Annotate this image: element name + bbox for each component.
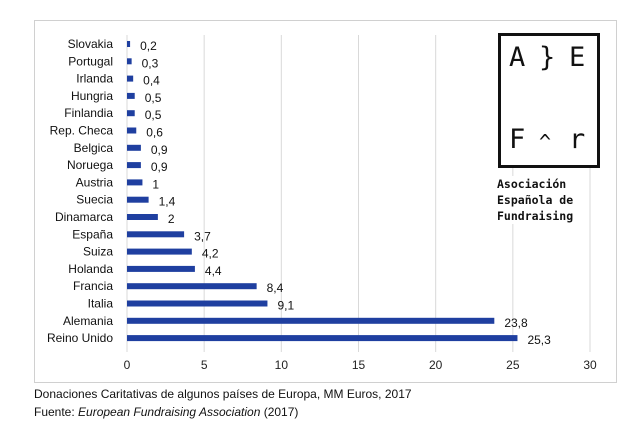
x-tick-label: 30 [583,358,597,372]
logo-text-line: Fundraising [497,209,574,223]
data-label: 4,2 [202,247,219,261]
data-label: 0,9 [151,160,168,174]
y-category-label: Finlandia [64,106,113,120]
bar [127,127,137,134]
bar [127,75,134,82]
y-category-label: Alemania [63,314,113,328]
bar [127,283,257,290]
data-label: 0,6 [146,126,163,140]
y-category-label: Holanda [68,262,113,276]
x-tick-label: 10 [275,358,289,372]
bar [127,300,268,307]
y-category-label: Slovakia [68,37,114,51]
y-category-label: Dinamarca [55,210,113,224]
y-category-label: Reino Unido [47,331,113,345]
data-label: 0,2 [140,39,157,53]
bar [127,335,518,342]
data-label: 4,4 [205,264,222,278]
bar [127,179,143,186]
data-label: 9,1 [277,299,294,313]
y-category-label: Francia [73,279,113,293]
y-category-label: Suiza [83,245,113,259]
data-label: 0,4 [143,74,160,88]
y-category-label: Belgica [74,141,114,155]
x-tick-label: 25 [506,358,520,372]
data-label: 0,5 [145,91,162,105]
logo-text-line: Asociación [497,177,567,191]
bar [127,41,131,47]
y-category-label: Italia [88,297,114,311]
data-label: 8,4 [267,281,284,295]
y-category-label: Austria [76,175,114,189]
bar [127,196,149,203]
x-tick-label: 20 [429,358,443,372]
logo-glyph: r [569,124,586,155]
y-category-label: Noruega [67,158,113,172]
x-tick-label: 15 [352,358,366,372]
source-name: European Fundraising Association [78,405,261,419]
x-tick-label: 5 [201,358,208,372]
bar [127,265,195,272]
logo-glyph: E [569,42,586,73]
bar [127,58,132,65]
logo-glyph: F [509,124,526,155]
logo-glyph: A [509,42,526,73]
logo-glyph: ^ [539,130,552,154]
data-label: 2 [168,212,175,226]
chart-frame [34,20,617,383]
bar [127,110,135,117]
logo-text-line: Española de [497,193,574,207]
bar [127,248,192,255]
y-category-label: Rep. Checa [50,124,114,138]
data-label: 25,3 [527,333,551,347]
y-category-label: España [72,227,113,241]
source-year: (2017) [260,405,299,419]
data-label: 0,3 [142,56,159,70]
logo-glyph: } [539,42,556,73]
aefr-logo: A } E F ^ r [498,33,600,168]
logo-text: Asociación Española de Fundraising [497,176,574,224]
y-category-label: Portugal [68,54,113,68]
bar [127,162,141,169]
bar [127,144,141,151]
data-label: 1 [152,177,159,191]
data-label: 0,5 [145,108,162,122]
source-prefix: Fuente: [34,405,79,419]
x-tick-label: 0 [124,358,131,372]
bar [127,214,158,220]
bar [127,317,495,324]
bar [127,92,135,99]
y-category-label: Irlanda [76,72,113,86]
data-label: 23,8 [504,316,528,330]
data-label: 0,9 [151,143,168,157]
data-label: 1,4 [159,195,176,209]
data-label: 3,7 [194,229,211,243]
chart-caption: Donaciones Caritativas de algunos países… [34,387,412,401]
bar [127,231,185,238]
chart-source: Fuente: European Fundraising Association… [34,405,298,419]
y-category-label: Suecia [76,193,113,207]
y-category-label: Hungria [71,89,113,103]
